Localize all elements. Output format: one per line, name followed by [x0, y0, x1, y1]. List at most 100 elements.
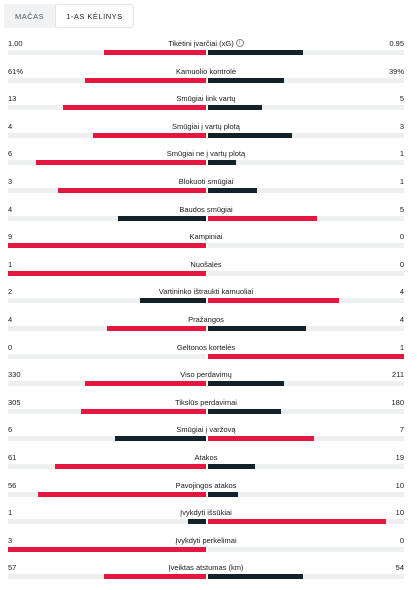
- home-bar-track: [8, 353, 206, 359]
- stat-name-wrap: Kamuolio kontrolė: [8, 67, 404, 76]
- stat-name: Kampiniai: [189, 232, 223, 242]
- stat-row: 3 Blokuoti smūgiai 1: [8, 174, 404, 202]
- home-value: 4: [8, 121, 13, 131]
- stat-values: 57 Įveiktas atstumas (km) 54: [8, 563, 404, 573]
- stat-values: 61% Kamuolio kontrolė 39%: [8, 67, 404, 77]
- home-bar-track: [8, 408, 206, 414]
- stat-name: Nuošalės: [190, 259, 222, 269]
- home-bar-fill: [118, 215, 206, 221]
- stat-values: 6 Smūgiai į varžovą 7: [8, 425, 404, 435]
- home-value: 13: [8, 94, 17, 104]
- stat-row: 6 Smūgiai ne į vartų plotą 1: [8, 146, 404, 174]
- stat-name-wrap: Smūgiai į vartų plotą: [8, 122, 404, 131]
- home-bar-track: [8, 381, 206, 387]
- home-value: 61%: [8, 66, 24, 76]
- stat-values: 13 Smūgiai link vartų 5: [8, 94, 404, 104]
- stat-row: 61 Atakos 19: [8, 450, 404, 478]
- away-bar-track: [208, 381, 404, 387]
- home-value: 61: [8, 452, 17, 462]
- home-bar-fill: [8, 243, 206, 249]
- stat-name: Blokuoti smūgiai: [178, 176, 234, 186]
- away-bar-track: [208, 436, 404, 442]
- stat-name-wrap: Vartininko ištraukti kamuoliai: [8, 287, 404, 296]
- away-bar-track: [208, 160, 404, 166]
- home-bar-fill: [104, 574, 206, 580]
- home-bar-track: [8, 519, 206, 525]
- away-bar-fill: [208, 436, 314, 442]
- stat-name: Įvykdyti išsūkiai: [180, 508, 232, 518]
- home-value: 330: [8, 370, 21, 380]
- home-bar-fill: [107, 325, 206, 331]
- away-value: 19: [395, 452, 404, 462]
- away-value: 0: [399, 259, 404, 269]
- home-bar-fill: [92, 132, 206, 138]
- away-bar-track: [208, 519, 404, 525]
- home-value: 305: [8, 397, 21, 407]
- home-bar-track: [8, 50, 206, 55]
- away-value: 1: [399, 342, 404, 352]
- away-bar-fill: [208, 77, 285, 83]
- stat-row: 9 Kampiniai 0: [8, 229, 404, 257]
- home-bar-fill: [85, 77, 206, 83]
- home-value: 6: [8, 149, 13, 159]
- home-bar-track: [8, 160, 206, 166]
- away-bar-track: [208, 491, 404, 497]
- stat-values: 3 Blokuoti smūgiai 1: [8, 177, 404, 187]
- home-bar-track: [8, 546, 206, 552]
- away-bar-track: [208, 353, 404, 359]
- home-bar-track: [8, 298, 206, 304]
- stat-name-wrap: Tikslūs perdavimai: [8, 398, 404, 407]
- away-value: 1: [399, 176, 404, 186]
- stat-name: Tikslūs perdavimai: [175, 397, 237, 407]
- stat-row: 56 Pavojingos atakos 10: [8, 478, 404, 506]
- away-value: 7: [399, 425, 404, 435]
- stat-values: 305 Tikslūs perdavimai 180: [8, 398, 404, 408]
- away-bar-track: [208, 215, 404, 221]
- stat-row: 1 Nuošalės 0: [8, 257, 404, 285]
- stat-values: 1.00 Tikėtini įvarčiai (xG) i 0.95: [8, 39, 404, 49]
- home-bar-fill: [36, 160, 206, 166]
- home-bar-fill: [81, 408, 206, 414]
- stat-name-wrap: Blokuoti smūgiai: [8, 177, 404, 186]
- away-bar-fill: [208, 160, 236, 166]
- stat-name: Įveiktas atstumas (km): [168, 563, 244, 573]
- stat-name: Įvykdyti perkėlimai: [175, 535, 237, 545]
- home-bar-fill: [8, 270, 206, 276]
- home-bar-fill: [140, 298, 206, 304]
- home-bar-fill: [188, 519, 206, 525]
- home-bar-track: [8, 243, 206, 249]
- stat-row: 3 Įvykdyti perkėlimai 0: [8, 533, 404, 561]
- info-icon[interactable]: i: [235, 39, 244, 47]
- away-bar-track: [208, 298, 404, 304]
- stat-name-wrap: Įvykdyti perkėlimai: [8, 536, 404, 545]
- tab-first-half[interactable]: 1-AS KĖLINYS: [55, 4, 134, 28]
- stat-name-wrap: Atakos: [8, 453, 404, 462]
- stat-row: 13 Smūgiai link vartų 5: [8, 91, 404, 119]
- away-bar-track: [208, 270, 404, 276]
- stat-name-wrap: Įvykdyti išsūkiai: [8, 508, 404, 517]
- stat-name: Vartininko ištraukti kamuoliai: [158, 287, 254, 297]
- stat-name: Atakos: [194, 452, 218, 462]
- home-bar-fill: [57, 187, 206, 193]
- away-bar-track: [208, 187, 404, 193]
- stat-values: 0 Geltonos kortelės 1: [8, 343, 404, 353]
- home-bar-track: [8, 215, 206, 221]
- away-bar-track: [208, 574, 404, 580]
- home-bar-fill: [114, 436, 206, 442]
- home-bar-track: [8, 77, 206, 83]
- stat-values: 1 Įvykdyti išsūkiai 10: [8, 508, 404, 518]
- away-bar-track: [208, 463, 404, 469]
- home-bar-track: [8, 436, 206, 442]
- stat-row: 6 Smūgiai į varžovą 7: [8, 422, 404, 450]
- away-value: 5: [399, 94, 404, 104]
- stat-name: Baudos smūgiai: [179, 204, 233, 214]
- home-bar-track: [8, 105, 206, 111]
- stat-row: 2 Vartininko ištraukti kamuoliai 4: [8, 284, 404, 312]
- stat-row: 4 Pražangos 4: [8, 312, 404, 340]
- stat-name-wrap: Baudos smūgiai: [8, 205, 404, 214]
- home-value: 4: [8, 314, 13, 324]
- stat-name: Smūgiai į varžovą: [176, 425, 236, 435]
- stat-row: 57 Įveiktas atstumas (km) 54: [8, 560, 404, 588]
- stat-name: Pražangos: [188, 314, 224, 324]
- tab-match[interactable]: MAČAS: [15, 11, 45, 21]
